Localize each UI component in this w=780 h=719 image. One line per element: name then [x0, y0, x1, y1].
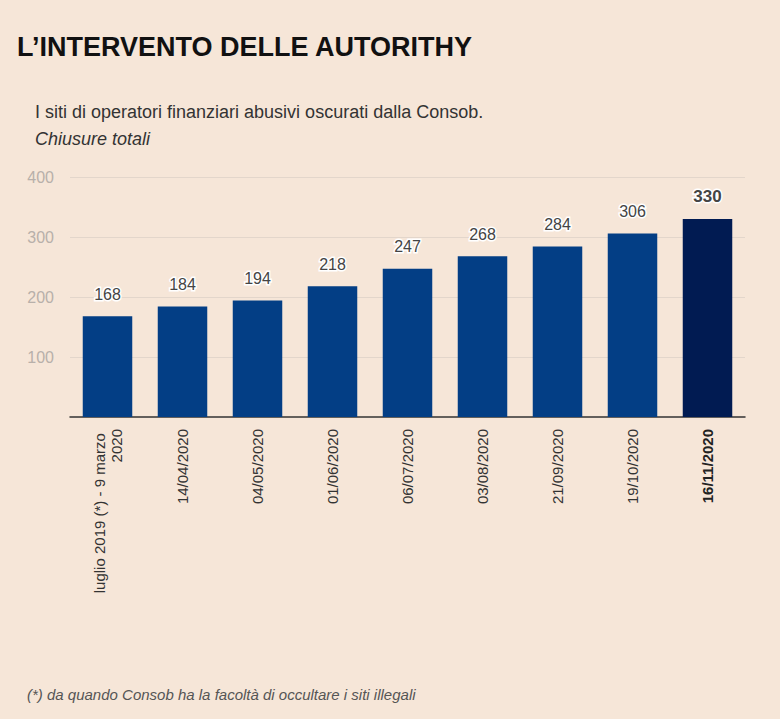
svg-text:194: 194 [244, 270, 271, 287]
svg-text:184: 184 [169, 276, 196, 293]
svg-text:19/10/2020: 19/10/2020 [624, 429, 641, 504]
svg-text:2020: 2020 [108, 429, 125, 462]
svg-text:(*) da quando Consob ha la fac: (*) da quando Consob ha la facoltà di oc… [27, 686, 416, 703]
svg-text:100: 100 [27, 349, 54, 366]
svg-text:03/08/2020: 03/08/2020 [474, 429, 491, 504]
svg-text:330: 330 [693, 187, 721, 206]
svg-text:16/11/2020: 16/11/2020 [699, 429, 716, 503]
svg-text:306: 306 [619, 203, 646, 220]
svg-text:284: 284 [544, 216, 571, 233]
svg-text:01/06/2020: 01/06/2020 [324, 429, 341, 504]
svg-text:Chiusure totali: Chiusure totali [35, 129, 151, 149]
svg-text:04/05/2020: 04/05/2020 [249, 429, 266, 504]
svg-text:06/07/2020: 06/07/2020 [399, 429, 416, 504]
svg-text:247: 247 [394, 238, 421, 255]
svg-text:L’INTERVENTO DELLE AUTORITHY: L’INTERVENTO DELLE AUTORITHY [17, 32, 472, 62]
svg-text:300: 300 [27, 229, 54, 246]
svg-text:400: 400 [27, 169, 54, 186]
svg-text:luglio 2019 (*) - 9 marzo: luglio 2019 (*) - 9 marzo [91, 429, 108, 593]
svg-text:200: 200 [27, 289, 54, 306]
svg-text:21/09/2020: 21/09/2020 [549, 429, 566, 504]
svg-text:268: 268 [469, 226, 496, 243]
svg-text:168: 168 [94, 286, 121, 303]
svg-text:I siti di operatori finanziari: I siti di operatori finanziari abusivi o… [35, 102, 483, 122]
svg-text:14/04/2020: 14/04/2020 [174, 429, 191, 504]
svg-text:218: 218 [319, 256, 346, 273]
